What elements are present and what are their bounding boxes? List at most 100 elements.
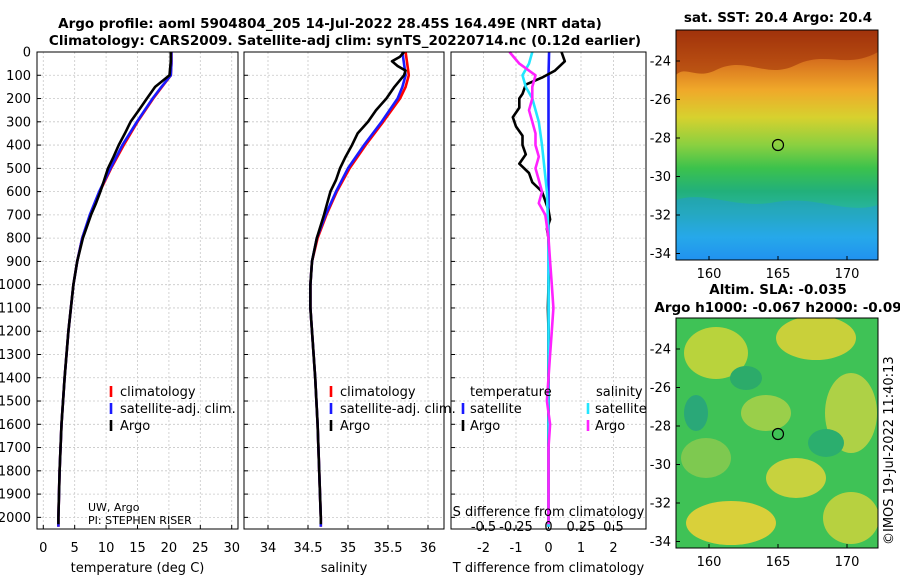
map-lat-tick-label: -28 <box>650 420 671 435</box>
x-tick-label: 2 <box>609 541 617 556</box>
legend-header-salinity: salinity <box>596 385 643 400</box>
axes-frame <box>36 51 239 530</box>
figure-title-line1: Argo profile: aoml 5904804_205 14-Jul-20… <box>58 16 602 32</box>
y-tick-label: 1300 <box>0 348 31 363</box>
y-tick-label: 1100 <box>0 301 31 316</box>
x-tick-label: 1 <box>577 541 585 556</box>
legend-label: satellite-adj. clim. <box>120 402 236 417</box>
sst-map-title: sat. SST: 20.4 Argo: 20.4 <box>684 10 872 26</box>
y-tick-label: 0 <box>23 46 31 61</box>
y-tick-label: 400 <box>6 139 31 154</box>
map-lat-tick-label: -32 <box>650 209 671 224</box>
x-axis-label: salinity <box>321 561 368 576</box>
map-lat-tick-label: -34 <box>650 535 671 550</box>
x-tick-label: 0 <box>39 541 47 556</box>
x-tick-label: 10 <box>98 541 115 556</box>
legend-label: Argo <box>120 419 150 434</box>
series-line-argo <box>309 51 407 525</box>
y-tick-label: 1800 <box>0 464 31 479</box>
map-lat-tick-label: -34 <box>650 247 671 262</box>
map-lat-tick-label: -24 <box>650 343 671 358</box>
y-tick-label: 1200 <box>0 325 31 340</box>
x-tick-label: 5 <box>71 541 79 556</box>
credit-text: UW, Argo <box>88 501 140 514</box>
x2-tick-label: -0.5 <box>471 520 496 535</box>
series-line-argo-salinity- <box>508 51 555 525</box>
map-lat-tick-label: -30 <box>650 458 671 473</box>
sla-argo-location-marker <box>771 427 785 441</box>
x-tick-label: -1 <box>510 541 523 556</box>
map-lon-tick-label: 165 <box>766 267 791 282</box>
salinity-panel: 34 34.5 35 35.5 36 salinity climatology satelli… <box>243 51 456 576</box>
x-tick-label: 30 <box>223 541 240 556</box>
x-axis-label: T difference from climatology <box>452 561 645 576</box>
series-line-argo <box>57 52 173 525</box>
y-tick-label: 1700 <box>0 441 31 456</box>
x-tick-label: 34.5 <box>294 541 323 556</box>
x-tick-label: -2 <box>477 541 490 556</box>
x-tick-label: 20 <box>161 541 178 556</box>
axes-frame <box>450 51 647 530</box>
axes-frame <box>243 51 445 530</box>
x2-tick-label: 0.5 <box>603 520 624 535</box>
map-lat-tick-label: -26 <box>650 381 671 396</box>
sst-map: sat. SST: 20.4 Argo: 20.4 <box>650 10 879 282</box>
map-lat-tick-label: -28 <box>650 132 671 147</box>
y-tick-label: 800 <box>6 232 31 247</box>
map-lat-tick-label: -32 <box>650 497 671 512</box>
legend-header-temperature: temperature <box>470 385 552 400</box>
y-tick-label: 300 <box>6 115 31 130</box>
y-tick-label: 100 <box>6 69 31 84</box>
y-tick-label: 1600 <box>0 418 31 433</box>
map-lon-tick-label: 165 <box>766 555 791 570</box>
y-tick-label: 500 <box>6 162 31 177</box>
legend-label: Argo <box>595 419 625 434</box>
legend-label: climatology <box>340 385 416 400</box>
map-lat-tick-label: -26 <box>650 93 671 108</box>
map-lon-tick-label: 160 <box>697 555 722 570</box>
x-tick-label: 25 <box>192 541 209 556</box>
temperature-panel: 0 5 10 15 20 25 300100200300400500600700800900… <box>0 46 240 577</box>
x-axis-label: temperature (deg C) <box>71 561 205 576</box>
x2-tick-label: 0.25 <box>567 520 596 535</box>
y-tick-label: 600 <box>6 185 31 200</box>
figure-title-line2: Climatology: CARS2009. Satellite-adj cli… <box>49 33 641 49</box>
sst-warm-tongue <box>676 30 878 75</box>
map-lat-tick-label: -24 <box>650 55 671 70</box>
legend-label: satellite-adj. clim. <box>340 402 456 417</box>
legend-label: Argo <box>340 419 370 434</box>
x-tick-label: 35 <box>340 541 357 556</box>
sla-map-title-line2: Argo h1000: -0.067 h2000: -0.09 <box>654 300 900 316</box>
y-tick-label: 900 <box>6 255 31 270</box>
sst-argo-location-marker <box>771 138 785 152</box>
sst-cool-patch <box>676 197 878 260</box>
legend-label: satellite <box>595 402 647 417</box>
legend-label: satellite <box>470 402 522 417</box>
difference-panel: -2 -1 0 1 2 T difference from climatology S di… <box>450 51 647 576</box>
legend-label: climatology <box>120 385 196 400</box>
y-tick-label: 1900 <box>0 488 31 503</box>
x2-tick-label: 0 <box>544 520 552 535</box>
x-tick-label: 0 <box>544 541 552 556</box>
legend-label: Argo <box>470 419 500 434</box>
y-tick-label: 700 <box>6 208 31 223</box>
map-lon-tick-label: 160 <box>697 267 722 282</box>
pi-text: PI: STEPHEN RISER <box>88 514 192 527</box>
y-tick-label: 1400 <box>0 371 31 386</box>
y-tick-label: 2000 <box>0 511 31 526</box>
map-lon-tick-label: 170 <box>835 267 860 282</box>
map-lon-tick-label: 170 <box>835 555 860 570</box>
sla-map: Altim. SLA: -0.035 Argo h1000: -0.067 h2… <box>650 282 900 570</box>
x-tick-label: 36 <box>420 541 437 556</box>
x-tick-label: 34 <box>260 541 277 556</box>
y-tick-label: 1500 <box>0 395 31 410</box>
y-tick-label: 1000 <box>0 278 31 293</box>
x-tick-label: 15 <box>129 541 146 556</box>
copyright-stamp: ©IMOS 19-Jul-2022 11:40:13 <box>882 356 897 545</box>
sla-map-title-line1: Altim. SLA: -0.035 <box>709 282 846 298</box>
map-lat-tick-label: -30 <box>650 170 671 185</box>
x-axis-label-secondary: S difference from climatology <box>453 505 645 520</box>
x-tick-label: 35.5 <box>374 541 403 556</box>
y-tick-label: 200 <box>6 92 31 107</box>
